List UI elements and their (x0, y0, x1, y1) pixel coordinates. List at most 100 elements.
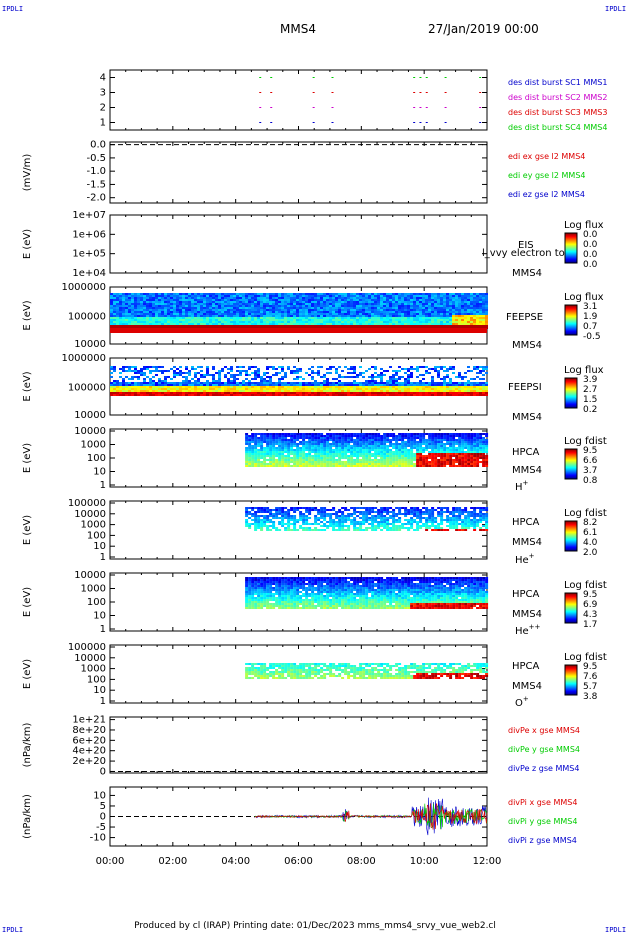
colorbar-tick-label: 9.5 (583, 590, 597, 600)
spacecraft-label: MMS4 (512, 609, 542, 620)
y-tick-label: 10000 (74, 426, 106, 437)
colorbar (564, 304, 578, 336)
colorbar-tick-label: 0.2 (583, 405, 597, 415)
y-axis-label: E (eV) (22, 443, 33, 473)
series-label: des dist burst SC3 MMS3 (508, 108, 607, 117)
y-tick-label: 4e+20 (72, 746, 106, 757)
series-label: edi ex gse l2 MMS4 (508, 152, 585, 161)
y-axis-label: E (eV) (22, 587, 33, 617)
colorbar-tick-label: 6.6 (583, 456, 598, 466)
y-tick-label: 1 (100, 480, 106, 491)
series-label: divPi z gse MMS4 (508, 836, 577, 845)
y-tick-label: 10000 (74, 509, 106, 520)
x-tick-label: 06:00 (284, 856, 313, 867)
y-tick-label: 1000 (81, 520, 106, 531)
colorbar-tick-label: 6.9 (583, 600, 598, 610)
y-tick-label: -10 (90, 833, 106, 844)
y-axis-label: E (eV) (22, 229, 33, 259)
y-tick-label: 0.0 (90, 140, 106, 151)
panel-frame-burst (109, 69, 488, 131)
y-tick-label: 6e+20 (72, 735, 106, 746)
colorbar-tick-label: 3.8 (583, 692, 598, 702)
colorbar-tick-label: 0.8 (583, 476, 598, 486)
colorbar-tick-label: 4.0 (583, 538, 598, 548)
instrument-label: HPCA (512, 661, 540, 672)
series-label: des dist burst SC1 MMS1 (508, 78, 607, 87)
instrument-label: FEEPSE (506, 312, 543, 323)
colorbar-tick-label: 4.3 (583, 610, 597, 620)
spacecraft-label: MMS4 (512, 340, 542, 351)
y-axis-label: E (eV) (22, 659, 33, 689)
colorbar-tick-label: 1.5 (583, 395, 597, 405)
colorbar-tick-label: 3.1 (583, 302, 597, 312)
colorbar-tick-label: 1.9 (583, 312, 598, 322)
series-label: divPe y gse MMS4 (508, 745, 580, 754)
colorbar-tick-label: 9.5 (583, 662, 597, 672)
colorbar (564, 232, 578, 264)
x-tick-label: 12:00 (473, 856, 502, 867)
colorbar (564, 592, 578, 624)
series-label: divPi x gse MMS4 (508, 798, 577, 807)
x-tick-label: 10:00 (410, 856, 439, 867)
colorbar-title: Log flux (564, 220, 604, 231)
y-tick-label: 10000 (74, 653, 106, 664)
spectrogram-hpca_h (245, 433, 489, 467)
species-label: He+ (515, 552, 535, 566)
colorbar-tick-label: 2.0 (583, 548, 598, 558)
y-tick-label: 1 (100, 624, 106, 635)
divpi-series-line (254, 803, 488, 830)
panel-frame-edi (109, 141, 488, 204)
colorbar-tick-label: 1.7 (583, 620, 597, 630)
y-tick-label: 100 (87, 597, 106, 608)
y-tick-label: 10 (93, 541, 106, 552)
y-axis-label: (nPa/km) (22, 794, 33, 839)
colorbar-tick-label: 8.2 (583, 518, 597, 528)
x-tick-label: 00:00 (96, 856, 125, 867)
colorbar-tick-label: 9.5 (583, 446, 597, 456)
y-tick-label: 10 (93, 611, 106, 622)
y-tick-label: 1e+21 (72, 715, 106, 726)
y-tick-label: 1 (100, 552, 106, 563)
instrument-label: HPCA (512, 589, 540, 600)
y-tick-label: 10000 (74, 339, 106, 350)
y-tick-label: 1 (100, 696, 106, 707)
x-tick-label: 02:00 (158, 856, 187, 867)
colorbar-tick-label: 0.0 (583, 260, 598, 270)
spacecraft-title: MMS4 (280, 22, 316, 36)
y-tick-label: 100000 (68, 642, 106, 653)
y-tick-label: 1000 (81, 664, 106, 675)
spacecraft-label: MMS4 (512, 465, 542, 476)
y-tick-label: 100000 (68, 383, 106, 394)
y-tick-label: 100000 (68, 312, 106, 323)
colorbar-tick-label: 6.1 (583, 528, 597, 538)
corner-label-top-right: IPDLI (605, 5, 627, 13)
colorbar-tick-label: 3.9 (583, 375, 598, 385)
spacecraft-label: MMS4 (512, 268, 542, 279)
y-tick-label: 1 (100, 118, 106, 129)
y-tick-label: 1000 (81, 440, 106, 451)
y-tick-label: 100 (87, 453, 106, 464)
colorbar-tick-label: 5.7 (583, 682, 597, 692)
series-label: des dist burst SC4 MMS4 (508, 123, 607, 132)
colorbar (564, 377, 578, 409)
y-tick-label: 10 (93, 685, 106, 696)
colorbar (564, 448, 578, 480)
panel-frame-divpe (109, 716, 488, 774)
corner-label-bottom-left: IPDLI (2, 926, 24, 934)
colorbar-title: Log fdist (564, 508, 607, 519)
y-tick-label: 1000000 (61, 282, 106, 293)
y-axis-label: E (eV) (22, 371, 33, 401)
y-axis-label: E (eV) (22, 300, 33, 330)
y-tick-label: 1e+06 (72, 229, 106, 240)
spectrogram-hpca_he1 (245, 507, 489, 531)
colorbar-title: Log flux (564, 292, 604, 303)
spectrogram-feepse (110, 293, 488, 329)
colorbar-title: Log fdist (564, 436, 607, 447)
series-label: edi ez gse l2 MMS4 (508, 190, 585, 199)
species-label: H+ (515, 479, 529, 493)
species-label: He++ (515, 623, 541, 637)
spectrogram-hpca_he2 (245, 577, 489, 609)
y-tick-label: -1.0 (86, 166, 106, 177)
start-date: 27/Jan/2019 00:00 (428, 22, 539, 36)
corner-label-top-left: IPDLI (2, 5, 24, 13)
